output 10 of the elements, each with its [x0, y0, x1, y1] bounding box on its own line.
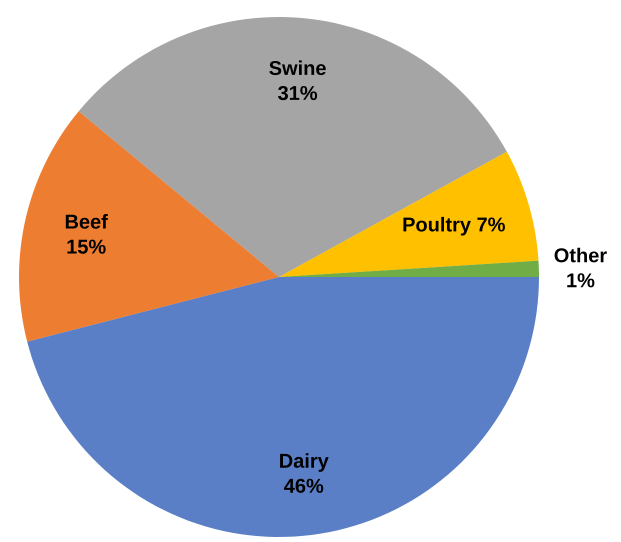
- data-label: 15%: [67, 240, 106, 254]
- slice-label: Swine: [269, 60, 326, 76]
- data-label: 46%: [284, 478, 324, 493]
- slice-label: Dairy: [280, 453, 329, 472]
- slice-label: Beef: [66, 214, 108, 229]
- slice-label: Other: [554, 248, 607, 262]
- data-label: 31%: [278, 86, 318, 100]
- slice-label: Poultry: [403, 216, 471, 236]
- data-label: 7%: [477, 217, 505, 232]
- data-label: 1%: [567, 273, 594, 288]
